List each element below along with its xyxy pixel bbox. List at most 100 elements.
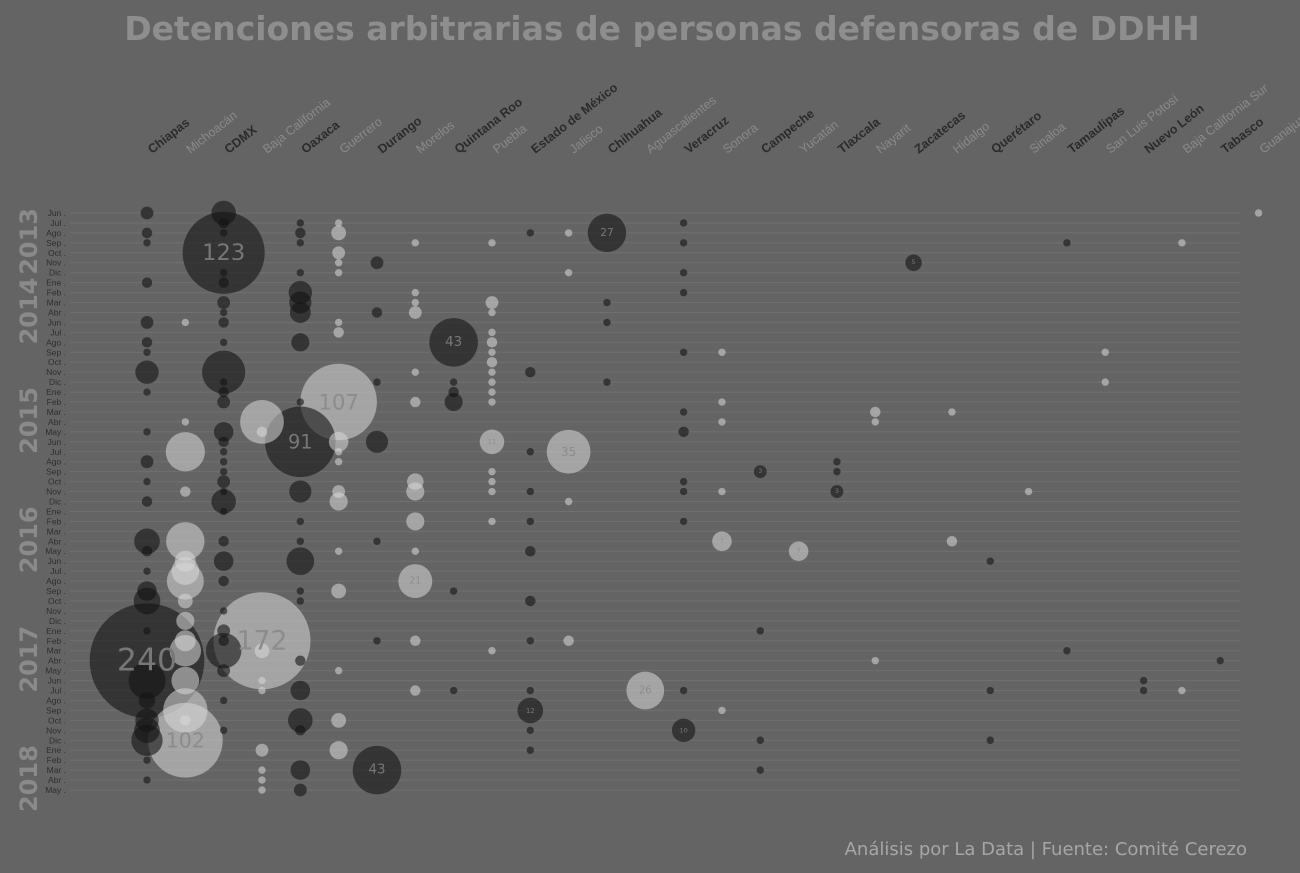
month-label: Ago . [46, 457, 66, 467]
bubble-label: 123 [202, 240, 245, 266]
month-label: Abr . [48, 536, 66, 546]
month-label: Oct . [48, 715, 66, 725]
bubble [333, 327, 344, 338]
bubble [1216, 656, 1224, 665]
bubble-label: 43 [445, 335, 462, 350]
bubble [603, 298, 611, 307]
bubble [373, 378, 381, 386]
bubble-label: 5 [912, 259, 916, 266]
month-label: May . [45, 546, 66, 556]
bubble [564, 497, 573, 506]
bubble [174, 630, 196, 652]
bubble [181, 318, 190, 327]
bubble [143, 567, 151, 575]
bubble [258, 676, 266, 685]
bubble [143, 239, 151, 247]
bubble [255, 743, 269, 757]
bubble-label: 172 [237, 625, 288, 656]
year-label: 2018 [15, 745, 43, 812]
bubble [141, 337, 153, 348]
bubble [219, 607, 228, 615]
month-label: Mar . [47, 298, 66, 308]
bubble [1178, 239, 1186, 247]
bubble [948, 408, 956, 416]
bubble [296, 597, 305, 605]
bubble [219, 378, 228, 386]
month-label: Feb . [47, 397, 66, 407]
bubble [410, 396, 421, 408]
bubble [756, 627, 764, 635]
month-label: Jul . [50, 686, 66, 696]
bubble-label: 27 [600, 227, 613, 239]
bubble [1024, 487, 1033, 496]
month-label: Mar . [47, 407, 66, 417]
bubble [296, 268, 305, 277]
bubble [410, 685, 421, 696]
month-label: Nov . [46, 258, 66, 268]
month-label: Nov . [46, 367, 66, 377]
bubble [830, 485, 844, 498]
bubble [986, 557, 994, 565]
bubble [332, 246, 346, 260]
bubble [1063, 647, 1071, 655]
bubble [217, 395, 231, 409]
bubble [218, 635, 229, 647]
bubble [128, 662, 166, 700]
bubble [286, 547, 315, 576]
bubble [143, 428, 151, 436]
bubble [408, 306, 422, 319]
bubble [871, 418, 879, 426]
state-label: Chiapas [145, 115, 192, 156]
bubble [488, 487, 496, 496]
month-label: Sep . [46, 238, 66, 248]
bubble [332, 485, 346, 498]
bubble [291, 333, 310, 352]
month-label: Dic . [49, 735, 66, 745]
month-label: Nov . [46, 725, 66, 735]
bubble [289, 480, 312, 503]
bubble [219, 448, 228, 456]
bubble [1139, 676, 1148, 685]
bubble-label: 26 [639, 685, 652, 697]
month-label: Jun . [48, 208, 66, 218]
bubble [429, 318, 478, 367]
month-label: Ene . [46, 278, 66, 288]
year-label: 2015 [15, 387, 43, 454]
bubble [526, 726, 534, 735]
bubble [180, 715, 191, 726]
bubble [141, 546, 153, 557]
bubble [134, 528, 160, 555]
bubble [603, 378, 611, 386]
bubble [218, 536, 229, 547]
bubble [488, 368, 496, 376]
month-label: Feb . [47, 755, 66, 765]
bubble [753, 465, 767, 479]
bubble [140, 206, 154, 220]
bubble [256, 426, 268, 438]
month-label: Abr . [48, 417, 66, 427]
source-note: Análisis por La Data | Fuente: Comité Ce… [845, 839, 1247, 860]
month-label: Jun . [48, 556, 66, 566]
year-labels: 2013 2014 2015 2016 2017 2018 [15, 208, 43, 812]
bubble [174, 550, 196, 572]
bubble [328, 432, 349, 452]
bubble [181, 418, 190, 426]
bubble [712, 531, 732, 552]
bubble [411, 298, 420, 307]
bubble [525, 546, 536, 557]
month-label: Sep . [46, 586, 66, 596]
bubble [833, 467, 841, 476]
bubble [141, 227, 153, 239]
month-label: Jun . [48, 317, 66, 327]
chart-title: Detenciones arbitrarias de personas defe… [124, 9, 1199, 48]
bubble [905, 254, 922, 272]
bubble [296, 537, 305, 545]
bubble [411, 547, 420, 555]
bubble [679, 268, 688, 277]
bubble-label: 240 [117, 643, 177, 679]
month-label: Ene . [46, 626, 66, 636]
bubble [679, 487, 688, 496]
bubble [177, 593, 193, 609]
bubble [331, 583, 347, 599]
